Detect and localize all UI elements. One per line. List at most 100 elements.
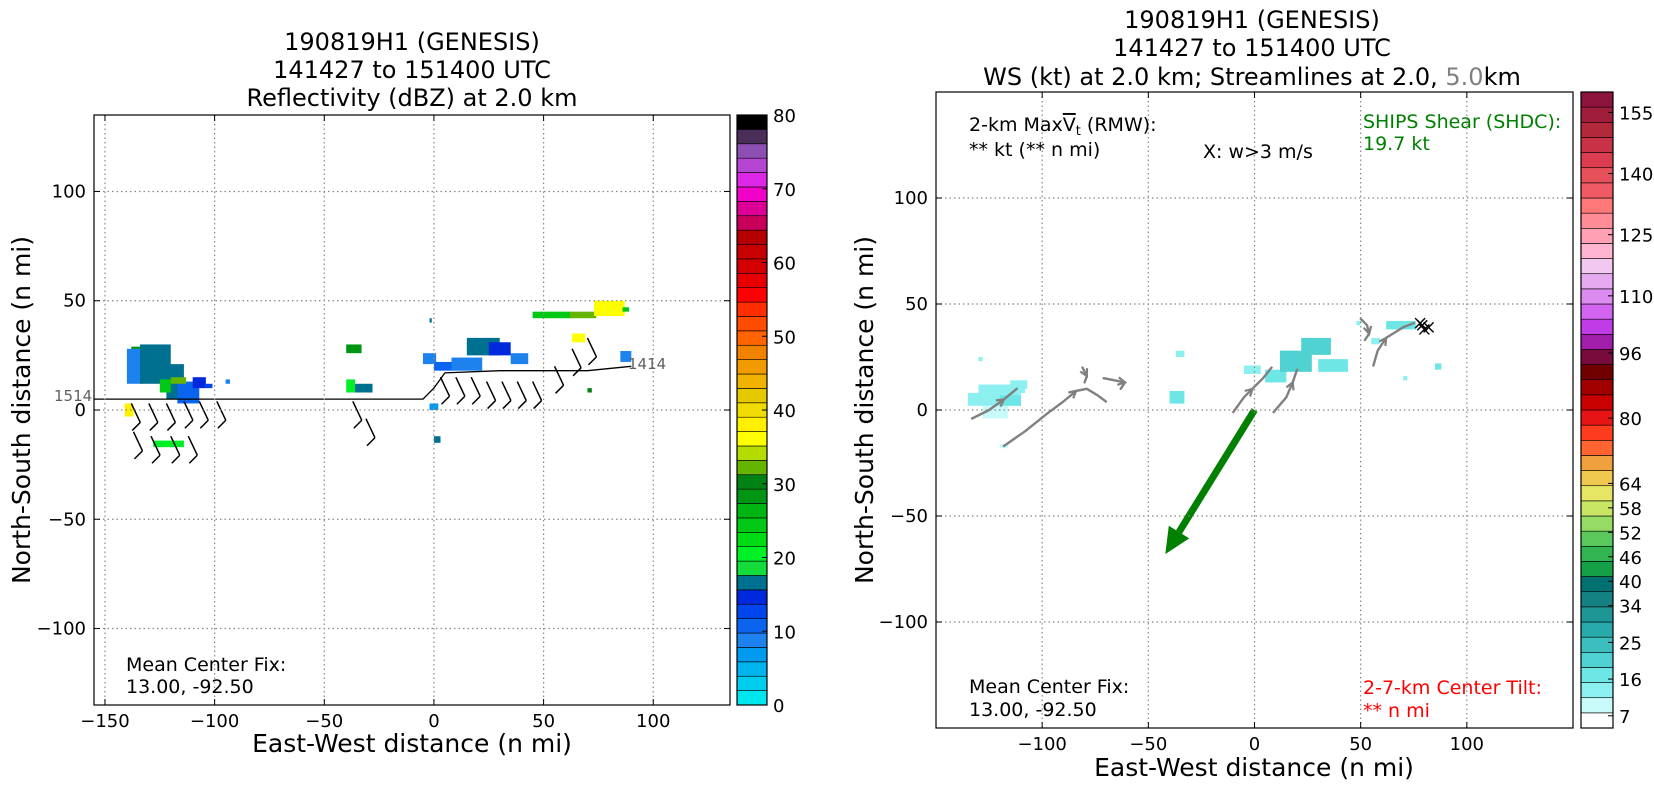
reflectivity-cell [170, 377, 187, 384]
wind-speed-cell [999, 395, 1021, 406]
left-track-end-label: 1414 [628, 355, 666, 373]
left-title-line-2: 141427 to 151400 UTC [273, 56, 551, 84]
reflectivity-cell [429, 403, 439, 410]
wind-barb-flag [440, 395, 451, 405]
reflectivity-cell [622, 307, 630, 312]
wind-barb [198, 400, 209, 429]
right-y-tick-label: −100 [879, 612, 928, 633]
reflectivity-colorbar-swatch [736, 258, 768, 274]
wind-speed-colorbar-tick-label: 96 [1619, 344, 1642, 365]
left-y-axis-label: North-South distance (n mi) [7, 236, 36, 584]
reflectivity-cell [569, 311, 597, 319]
right-ships-shear-label: SHIPS Shear (SHDC): [1363, 111, 1561, 133]
reflectivity-colorbar-swatch [736, 575, 768, 591]
wind-barb-flag [456, 395, 466, 405]
wind-speed-cell [1356, 320, 1361, 326]
reflectivity-colorbar-swatch [736, 157, 768, 173]
wind-speed-colorbar-swatch [1580, 667, 1614, 683]
reflectivity-colorbar-swatch [736, 129, 768, 145]
wind-barb [531, 381, 543, 410]
reflectivity-cell [159, 379, 171, 393]
wind-speed-cell [1386, 320, 1416, 330]
wind-barb-staff [365, 418, 376, 439]
reflectivity-cell [346, 379, 355, 393]
wind-speed-colorbar-swatch [1580, 530, 1614, 547]
left-x-axis-label: East-West distance (n mi) [252, 729, 572, 758]
wind-barb [516, 381, 527, 410]
reflectivity-cell [346, 344, 362, 354]
wind-barb-staff [455, 376, 466, 397]
left-title-line-1: 190819H1 (GENESIS) [284, 28, 540, 56]
right-y-tick-label: 100 [894, 188, 928, 209]
reflectivity-colorbar-tick-label: 0 [773, 696, 784, 717]
streamline [1372, 321, 1416, 367]
wind-speed-colorbar-swatch [1580, 91, 1614, 108]
right-plot-data [967, 317, 1442, 555]
wind-speed-colorbar-tick-label: 46 [1619, 548, 1642, 569]
streamline-arrowhead [1079, 368, 1089, 379]
reflectivity-colorbar-swatch [736, 603, 768, 619]
reflectivity-colorbar-swatch [736, 661, 768, 677]
wind-barb-flag [199, 419, 209, 429]
streamline [1272, 368, 1299, 414]
left-axis-ticks: −150 −100 −50 0 50 100 −100 −50 0 50 100 [37, 115, 730, 732]
storm-track-line [94, 365, 632, 400]
wind-speed-colorbar-tick-label: 110 [1619, 287, 1653, 308]
left-track-start-label: 1514 [54, 387, 92, 405]
wind-speed-cell [1169, 390, 1185, 404]
wind-speed-colorbar-tick-label: 140 [1619, 165, 1653, 186]
wind-speed-colorbar-swatch [1580, 545, 1614, 562]
reflectivity-colorbar-tick-label: 80 [773, 106, 796, 127]
right-x-tick-label: −100 [1017, 734, 1066, 755]
left-gridlines [94, 115, 730, 705]
reflectivity-colorbar-swatch [736, 488, 768, 504]
reflectivity-colorbar-swatch [736, 316, 768, 332]
wind-barb-flag [487, 400, 497, 410]
reflectivity-cell [153, 440, 184, 448]
streamline [970, 387, 1018, 420]
wind-barb [150, 435, 161, 464]
wind-speed-cell [1403, 376, 1408, 381]
wind-speed-colorbar-swatch [1580, 576, 1614, 593]
wind-barb [365, 418, 376, 447]
wind-speed-colorbar-swatch [1580, 333, 1614, 350]
reflectivity-cell [620, 351, 632, 362]
wind-barb-flag [131, 421, 141, 431]
wind-speed-colorbar-swatch [1580, 394, 1614, 411]
left-x-tick-label: 50 [532, 711, 555, 732]
reflectivity-cell [225, 379, 230, 384]
wind-speed-colorbar-swatch [1580, 106, 1614, 123]
wind-speed-colorbar-swatch [1580, 364, 1614, 381]
streamline [1002, 387, 1108, 448]
wind-barb-flag [171, 454, 181, 464]
wind-speed-colorbar-swatch [1580, 439, 1614, 456]
wind-speed-colorbar-swatch [1580, 379, 1614, 396]
wind-speed-colorbar-swatch [1580, 636, 1614, 653]
shear-vector-shaft [1176, 408, 1258, 534]
wind-speed-colorbar-swatch [1580, 515, 1614, 532]
left-y-tick-label: −100 [37, 619, 86, 640]
wind-speed-cell [1265, 369, 1287, 383]
right-x-axis-label: East-West distance (n mi) [1094, 753, 1414, 782]
wind-speed-cell [978, 384, 1026, 394]
wind-barb-staff [165, 403, 177, 423]
left-center-fix-label: Mean Center Fix: [126, 654, 286, 676]
wind-barb-staff [501, 381, 512, 401]
wind-speed-colorbar: 7 16 25 34 40 46 52 58 64 80 96 110 125 140 155 [1580, 91, 1653, 729]
wind-barb [183, 400, 194, 429]
wind-barb [571, 348, 582, 377]
wind-speed-colorbar-swatch [1580, 409, 1614, 426]
left-y-tick-label: 0 [75, 400, 86, 421]
wind-speed-colorbar-swatch [1580, 349, 1614, 365]
left-y-tick-label: 50 [63, 291, 86, 312]
reflectivity-colorbar-swatch [736, 503, 768, 519]
reflectivity-colorbar-swatch [736, 416, 768, 432]
wind-barb [148, 403, 159, 431]
right-title-line-3: WS (kt) at 2.0 km; Streamlines at 2.0, 5… [983, 63, 1521, 91]
right-center-tilt-value: ** n mi [1363, 700, 1430, 722]
right-maxvt-prefix: 2-km Max [969, 114, 1063, 136]
reflectivity-cell [433, 436, 441, 443]
right-title-line-2: 141427 to 151400 UTC [1113, 34, 1391, 62]
wind-barb-staff [170, 435, 181, 456]
streamline-arrowhead [995, 398, 1006, 408]
